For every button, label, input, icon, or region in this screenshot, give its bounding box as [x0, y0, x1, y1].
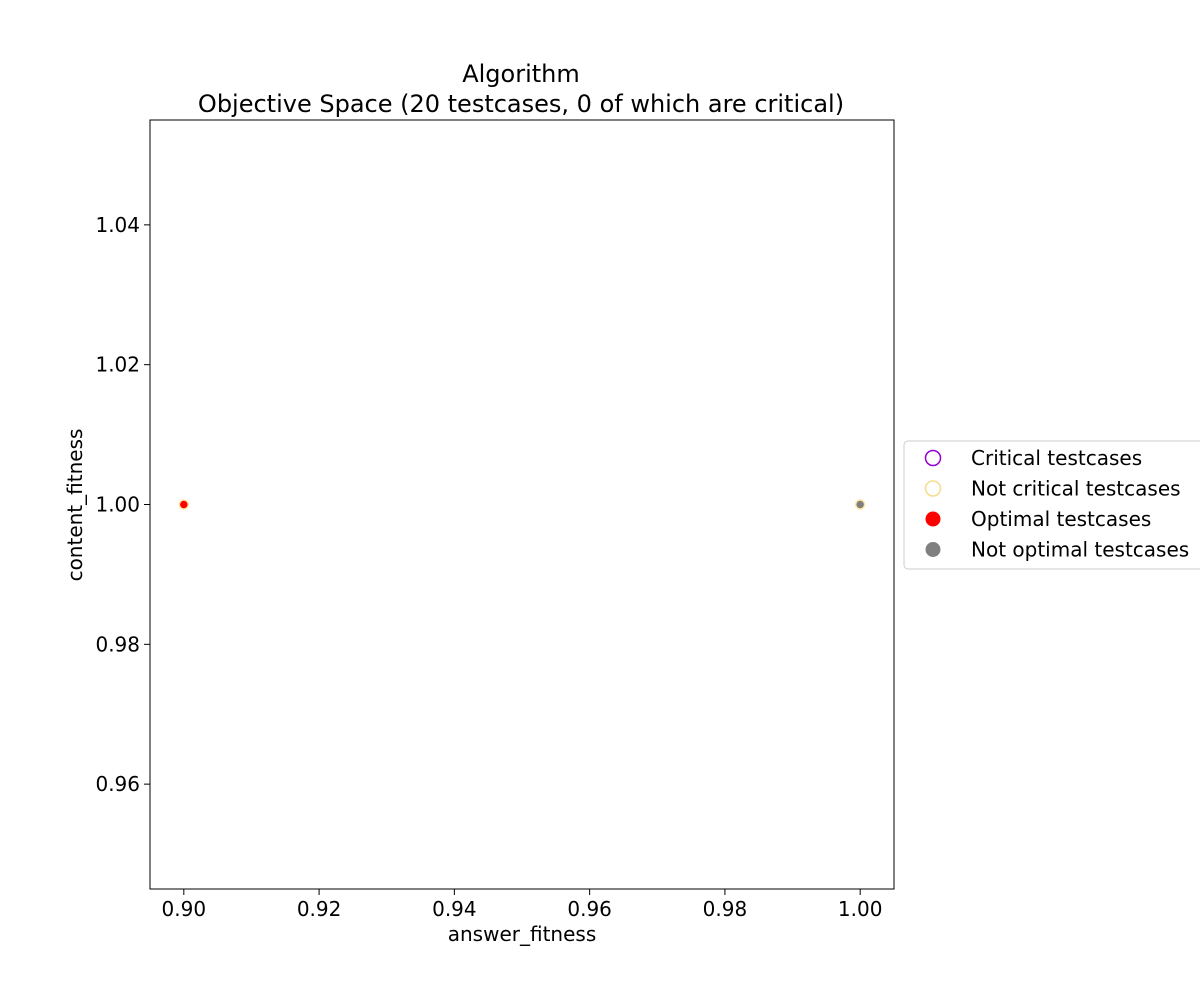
y-tick-label: 0.96 [95, 772, 140, 796]
x-tick-label: 1.00 [838, 897, 883, 921]
chart-title: Algorithm [462, 60, 580, 88]
x-tick-label: 0.96 [567, 897, 612, 921]
legend-marker [924, 480, 942, 497]
y-tick-label: 1.00 [95, 493, 140, 517]
x-tick-label: 0.92 [297, 897, 342, 921]
legend-label: Not critical testcases [971, 477, 1181, 501]
data-point [178, 499, 190, 510]
legend-marker [924, 449, 942, 467]
chart-subtitle: Objective Space (20 testcases, 0 of whic… [198, 90, 844, 118]
legend: Critical testcases Not critical testcases… [903, 440, 1200, 570]
x-tick-label: 0.90 [162, 897, 207, 921]
legend-label: Optimal testcases [971, 507, 1151, 531]
x-tick-label: 0.94 [432, 897, 477, 921]
x-axis-label: answer_fitness [448, 922, 597, 946]
x-tick-label: 0.98 [703, 897, 748, 921]
y-tick-label: 1.02 [95, 353, 140, 377]
plot-frame [149, 119, 895, 890]
y-tick-label: 1.04 [95, 213, 140, 237]
y-axis-label: content_fitness [63, 429, 87, 582]
legend-marker [925, 511, 941, 527]
legend-box [903, 440, 1200, 570]
legend-label: Not optimal testcases [971, 538, 1189, 562]
data-point [854, 499, 866, 510]
plot-area: 0.90 0.92 0.94 0.96 0.98 1.00 0.96 0.98 1.00 1.02… [95, 119, 895, 921]
legend-marker [925, 542, 941, 557]
legend-label: Critical testcases [971, 446, 1142, 470]
y-tick-label: 0.98 [95, 632, 140, 656]
